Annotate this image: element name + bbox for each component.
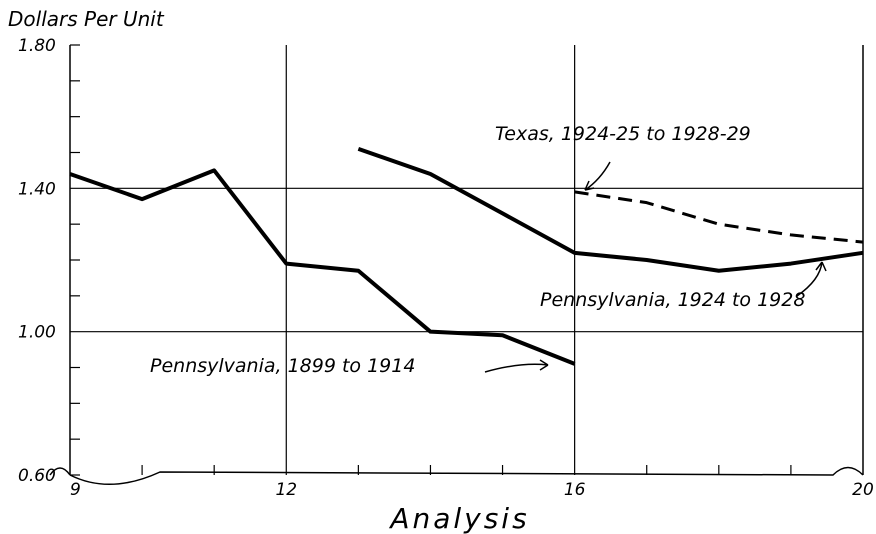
series-label: Pennsylvania, 1899 to 1914 — [150, 355, 415, 377]
arrow — [484, 359, 549, 373]
y-tick-label: 1.00 — [18, 323, 56, 343]
x-tick-label: 20 — [852, 480, 874, 500]
arrow — [584, 161, 611, 191]
series-label: Texas, 1924-25 to 1928-29 — [495, 123, 751, 145]
y-axis-title: Dollars Per Unit — [8, 7, 165, 31]
series-line — [357, 147, 864, 273]
y-tick-label: 0.60 — [18, 466, 56, 486]
arrow — [796, 261, 827, 297]
axis-bottom — [49, 466, 864, 485]
x-tick-label: 12 — [275, 480, 297, 500]
x-tick-label: 16 — [564, 480, 586, 500]
series-line — [69, 168, 576, 366]
x-axis-title: Analysis — [388, 502, 529, 534]
y-tick-label: 1.80 — [18, 36, 56, 56]
series-label: Pennsylvania, 1924 to 1928 — [540, 289, 805, 311]
x-tick-label: 9 — [70, 480, 81, 500]
y-tick-label: 1.40 — [18, 179, 56, 199]
series-line — [574, 190, 864, 244]
